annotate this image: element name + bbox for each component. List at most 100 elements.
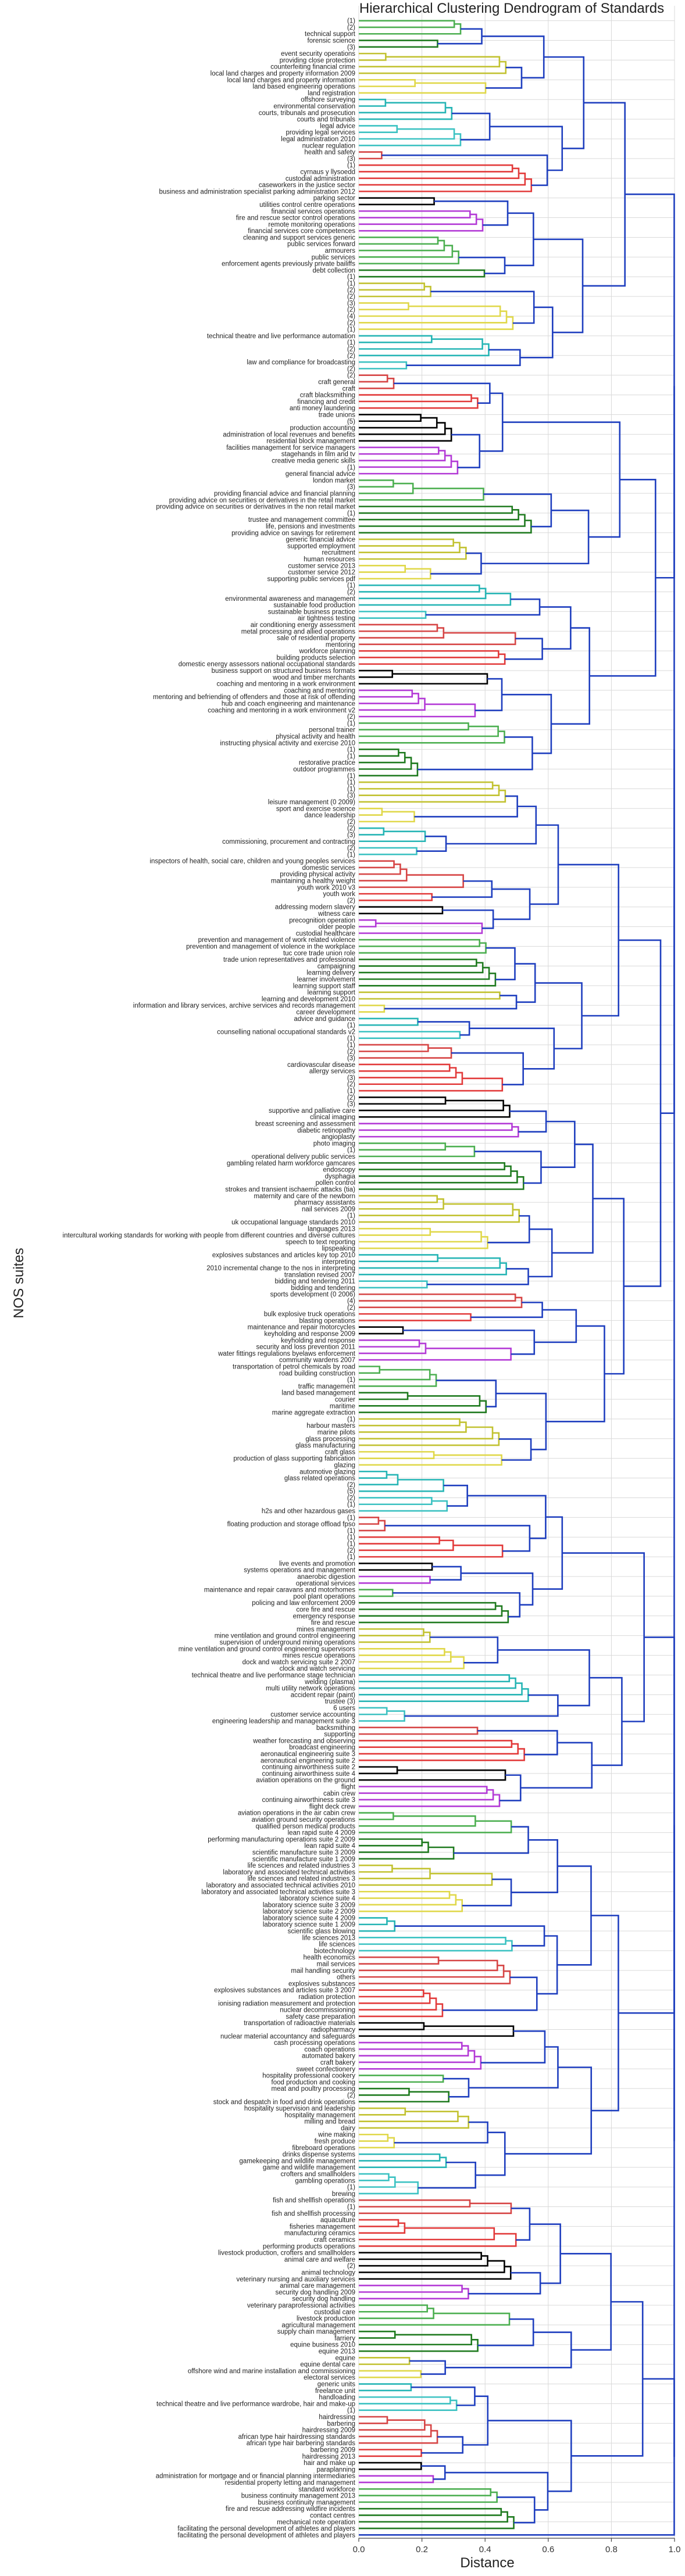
- dendrogram-link: [359, 751, 406, 764]
- dendrogram-link: [359, 2516, 515, 2530]
- dendrogram-link: [359, 1628, 424, 1636]
- leaf-label: cardiovascular disease: [287, 1062, 355, 1069]
- dendrogram-link: [491, 888, 531, 920]
- leaf-label: sale of residential property: [277, 635, 355, 642]
- leaf-label: barbering: [327, 2420, 355, 2427]
- leaf-label: land based engineering operations: [253, 84, 356, 91]
- leaf-label: flight deck crew: [309, 1803, 356, 1810]
- dendrogram-link: [359, 335, 433, 343]
- dendrogram-link: [359, 1293, 516, 1302]
- dendrogram-link: [359, 218, 484, 232]
- leaf-label: (1): [347, 747, 355, 754]
- dendrogram-link: [359, 1677, 516, 1689]
- dendrogram-link: [359, 2338, 479, 2352]
- leaf-label: trade union representatives and professi…: [223, 956, 355, 963]
- dendrogram-link: [359, 564, 406, 573]
- leaf-label: technical theatre and live performance w…: [156, 2401, 355, 2407]
- dendrogram-link: [446, 805, 537, 845]
- leaf-label: multi utility network operations: [266, 1685, 355, 1692]
- leaf-label: providing advice on securities or deriva…: [156, 504, 355, 511]
- leaf-label: domestic energy assessors national occup…: [179, 661, 356, 668]
- dendrogram-link: [359, 991, 501, 1000]
- leaf-label: life, pensions and investments: [266, 524, 355, 531]
- leaf-label: equine 2013: [319, 2348, 355, 2355]
- dendrogram-link: [359, 1421, 467, 1433]
- dendrogram-link: [359, 1280, 428, 1289]
- leaf-label: (1): [347, 1502, 355, 1509]
- dendrogram-link: [359, 1517, 380, 1525]
- dendrogram-link: [359, 757, 412, 770]
- leaf-label: glass processing: [305, 1436, 355, 1443]
- leaf-label: handloading: [319, 2394, 355, 2401]
- leaf-label: health economics: [304, 1954, 356, 1961]
- dendrogram-link: [359, 1674, 511, 1683]
- leaf-label: scientific manufacture suite 3 2009: [252, 1849, 355, 1856]
- leaf-label: providing legal services: [286, 130, 355, 137]
- leaf-label: veterinary paraprofessional activities: [247, 2302, 355, 2309]
- dendrogram-link: [359, 269, 486, 278]
- leaf-label: youth work: [323, 891, 355, 898]
- leaf-label: veterinary nursing and auxiliary service…: [236, 2276, 355, 2283]
- dendrogram-link: [359, 1067, 457, 1079]
- leaf-label: dairy: [341, 2125, 355, 2132]
- leaf-label: (1): [347, 786, 355, 793]
- leaf-label: clinical imaging: [310, 1114, 355, 1121]
- leaf-label: ionising radiation measurement and prote…: [218, 2000, 355, 2007]
- dendrogram-link: [359, 697, 426, 711]
- dendrogram-link: [409, 2360, 446, 2375]
- dendrogram-link: [359, 748, 399, 757]
- dendrogram-link: [593, 1198, 625, 1375]
- dendrogram-link: [359, 1262, 507, 1276]
- leaf-label: (1): [347, 162, 355, 169]
- dendrogram-link: [359, 488, 484, 501]
- dendrogram-link: [487, 2420, 572, 2492]
- dendrogram-link: [417, 736, 533, 771]
- leaf-label: hospitality management: [285, 2112, 356, 2119]
- leaf-label: milling and bread: [304, 2119, 355, 2126]
- leaf-label: automated bakery: [302, 2053, 355, 2060]
- dendrogram-link: [359, 197, 435, 206]
- dendrogram-link: [442, 1976, 538, 2011]
- leaf-label: creative media generic skills: [272, 458, 355, 465]
- dendrogram-link: [359, 1682, 523, 1696]
- dendrogram-link: [414, 795, 518, 818]
- dendrogram-link: [359, 703, 476, 718]
- dendrogram-link: [454, 1826, 529, 1854]
- leaf-label: (1): [347, 2204, 355, 2211]
- dendrogram-link: [443, 1484, 468, 1507]
- dendrogram-link: [359, 1838, 423, 1847]
- leaf-label: supply chain management: [277, 2328, 356, 2335]
- dendrogram-link: [359, 919, 377, 927]
- leaf-label: traffic management: [298, 1383, 356, 1390]
- leaf-label: legal administration 2010: [281, 136, 355, 143]
- dendrogram-link: [359, 361, 408, 370]
- dendrogram-link: [359, 52, 387, 61]
- dendrogram-link: [359, 414, 422, 422]
- leaf-label: lipspeaking: [322, 1245, 355, 1252]
- grid-layer: [358, 6, 675, 2538]
- leaf-label: recruitment: [322, 550, 355, 557]
- leaf-label: metal processing and allied operations: [241, 628, 356, 635]
- dendrogram-link: [359, 1545, 504, 1558]
- dendrogram-link: [359, 1366, 381, 1374]
- leaf-label: workforce planning: [298, 648, 355, 655]
- dendrogram-link: [533, 1516, 563, 1590]
- leaf-label: domestic services: [302, 865, 356, 872]
- leaf-label: (1): [347, 779, 355, 786]
- x-tick-label: 0.0: [353, 2545, 365, 2554]
- leaf-label: (3): [347, 1055, 355, 1062]
- leaf-label: maintaining a healthy weight: [271, 878, 356, 885]
- leaf-label: hospitality professional cookery: [262, 2073, 355, 2080]
- dendrogram-link: [625, 194, 675, 579]
- leaf-label: hairdressing 2013: [302, 2453, 355, 2460]
- dendrogram-link: [359, 958, 477, 967]
- dendrogram-link: [461, 1572, 534, 1606]
- dendrogram-link: [359, 966, 490, 980]
- dendrogram-link: [359, 722, 469, 731]
- dendrogram-link: [502, 421, 621, 538]
- leaf-label: counselling national occupational standa…: [217, 1029, 355, 1036]
- leaf-label: farriery: [334, 2335, 355, 2342]
- leaf-label: sustainable food production: [273, 602, 355, 609]
- dendrogram-link: [359, 2288, 469, 2299]
